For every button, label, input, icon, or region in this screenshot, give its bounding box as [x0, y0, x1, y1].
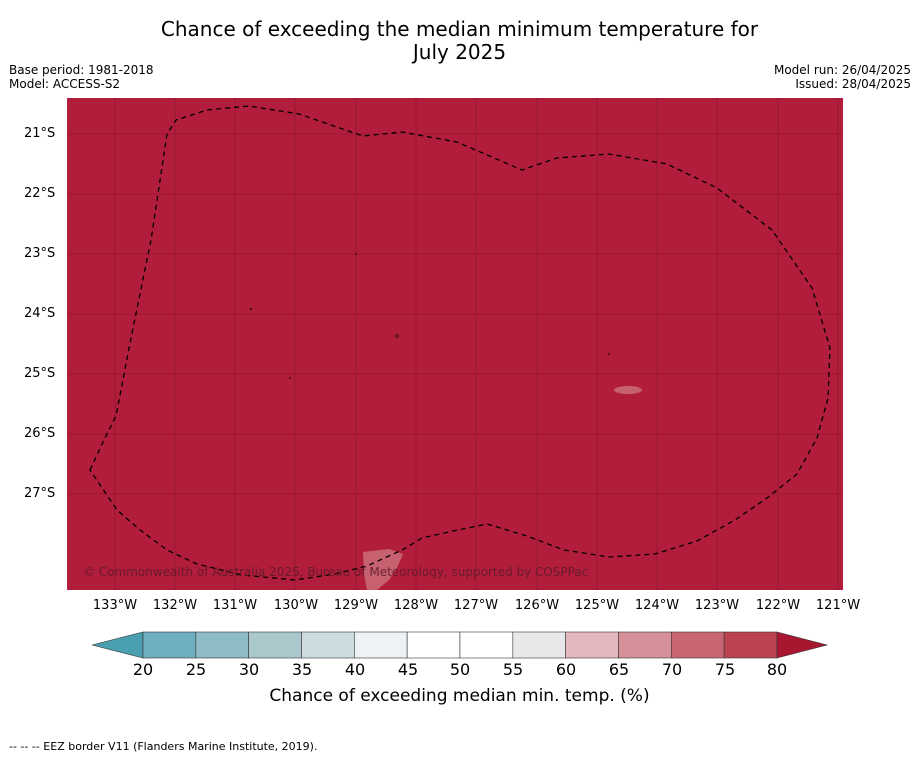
title-line-2: July 2025 [412, 40, 507, 64]
colorbar-bin [723, 631, 778, 659]
colorbar-under-arrow [91, 631, 144, 659]
lon-label-124w: 124°W [634, 598, 680, 613]
colorbar-tick-65: 65 [608, 660, 630, 679]
lat-label-24s: 24°S [24, 306, 56, 321]
lon-label-130w: 130°W [273, 598, 319, 613]
copyright-notice: © Commonwealth of Australia 2025, Bureau… [83, 565, 589, 579]
colorbar-tick-70: 70 [661, 660, 683, 679]
colorbar-tick-25: 25 [185, 660, 207, 679]
lighter-patch-south [363, 549, 403, 590]
colorbar-tick-75: 75 [714, 660, 736, 679]
meta-left: Base period: 1981-2018 Model: ACCESS-S2 [9, 63, 154, 91]
lon-label-132w: 132°W [152, 598, 198, 613]
lon-label-125w: 125°W [574, 598, 620, 613]
colorbar-bin [565, 631, 619, 659]
title-line-1: Chance of exceeding the median minimum t… [160, 17, 759, 41]
colorbar-bin [195, 631, 249, 659]
colorbar-tick-20: 20 [132, 660, 154, 679]
eez-border [89, 105, 831, 581]
lon-label-133w: 133°W [92, 598, 138, 613]
map-panel [67, 98, 843, 590]
lon-label-123w: 123°W [694, 598, 740, 613]
model-run: Model run: 26/04/2025 [773, 63, 911, 77]
lat-label-27s: 27°S [24, 486, 56, 501]
colorbar-tick-30: 30 [238, 660, 260, 679]
colorbar-bin [512, 631, 566, 659]
colorbar-bin [670, 631, 725, 659]
issued-date: Issued: 28/04/2025 [795, 77, 911, 91]
colorbar-tick-45: 45 [397, 660, 419, 679]
colorbar-bin [459, 631, 514, 659]
island-markers [249, 252, 611, 379]
colorbar-tick-40: 40 [344, 660, 366, 679]
colorbar-label: Chance of exceeding median min. temp. (%… [269, 686, 650, 706]
lon-label-128w: 128°W [393, 598, 439, 613]
map-title: Chance of exceeding the median minimum t… [0, 18, 919, 64]
lat-label-21s: 21°S [24, 126, 56, 141]
lat-label-26s: 26°S [24, 426, 56, 441]
lat-label-25s: 25°S [24, 366, 56, 381]
lon-label-131w: 131°W [212, 598, 258, 613]
eez-footnote: -- -- -- EEZ border V11 (Flanders Marine… [9, 740, 318, 753]
base-period: Base period: 1981-2018 [9, 63, 154, 77]
colorbar-bin [248, 631, 302, 659]
colorbar-over-arrow [776, 631, 829, 659]
lat-label-23s: 23°S [24, 246, 56, 261]
colorbar-bin [618, 631, 672, 659]
lighter-patch-east [614, 386, 642, 394]
graticule [67, 98, 843, 590]
colorbar-tick-35: 35 [291, 660, 313, 679]
lon-label-122w: 122°W [755, 598, 801, 613]
meta-right: Model run: 26/04/2025 Issued: 28/04/2025 [774, 63, 911, 91]
colorbar-bin [142, 631, 197, 659]
colorbar-tick-55: 55 [502, 660, 524, 679]
lon-label-126w: 126°W [514, 598, 560, 613]
lat-label-22s: 22°S [24, 186, 56, 201]
probability-field [67, 98, 843, 590]
colorbar-bin [301, 631, 355, 659]
colorbar-bin [354, 631, 408, 659]
colorbar-bin [406, 631, 461, 659]
model-name: Model: ACCESS-S2 [9, 77, 121, 91]
colorbar [91, 631, 829, 659]
colorbar-tick-80: 80 [766, 660, 788, 679]
colorbar-tick-60: 60 [555, 660, 577, 679]
lon-label-129w: 129°W [333, 598, 379, 613]
colorbar-tick-50: 50 [449, 660, 471, 679]
lon-label-121w: 121°W [815, 598, 861, 613]
lon-label-127w: 127°W [453, 598, 499, 613]
